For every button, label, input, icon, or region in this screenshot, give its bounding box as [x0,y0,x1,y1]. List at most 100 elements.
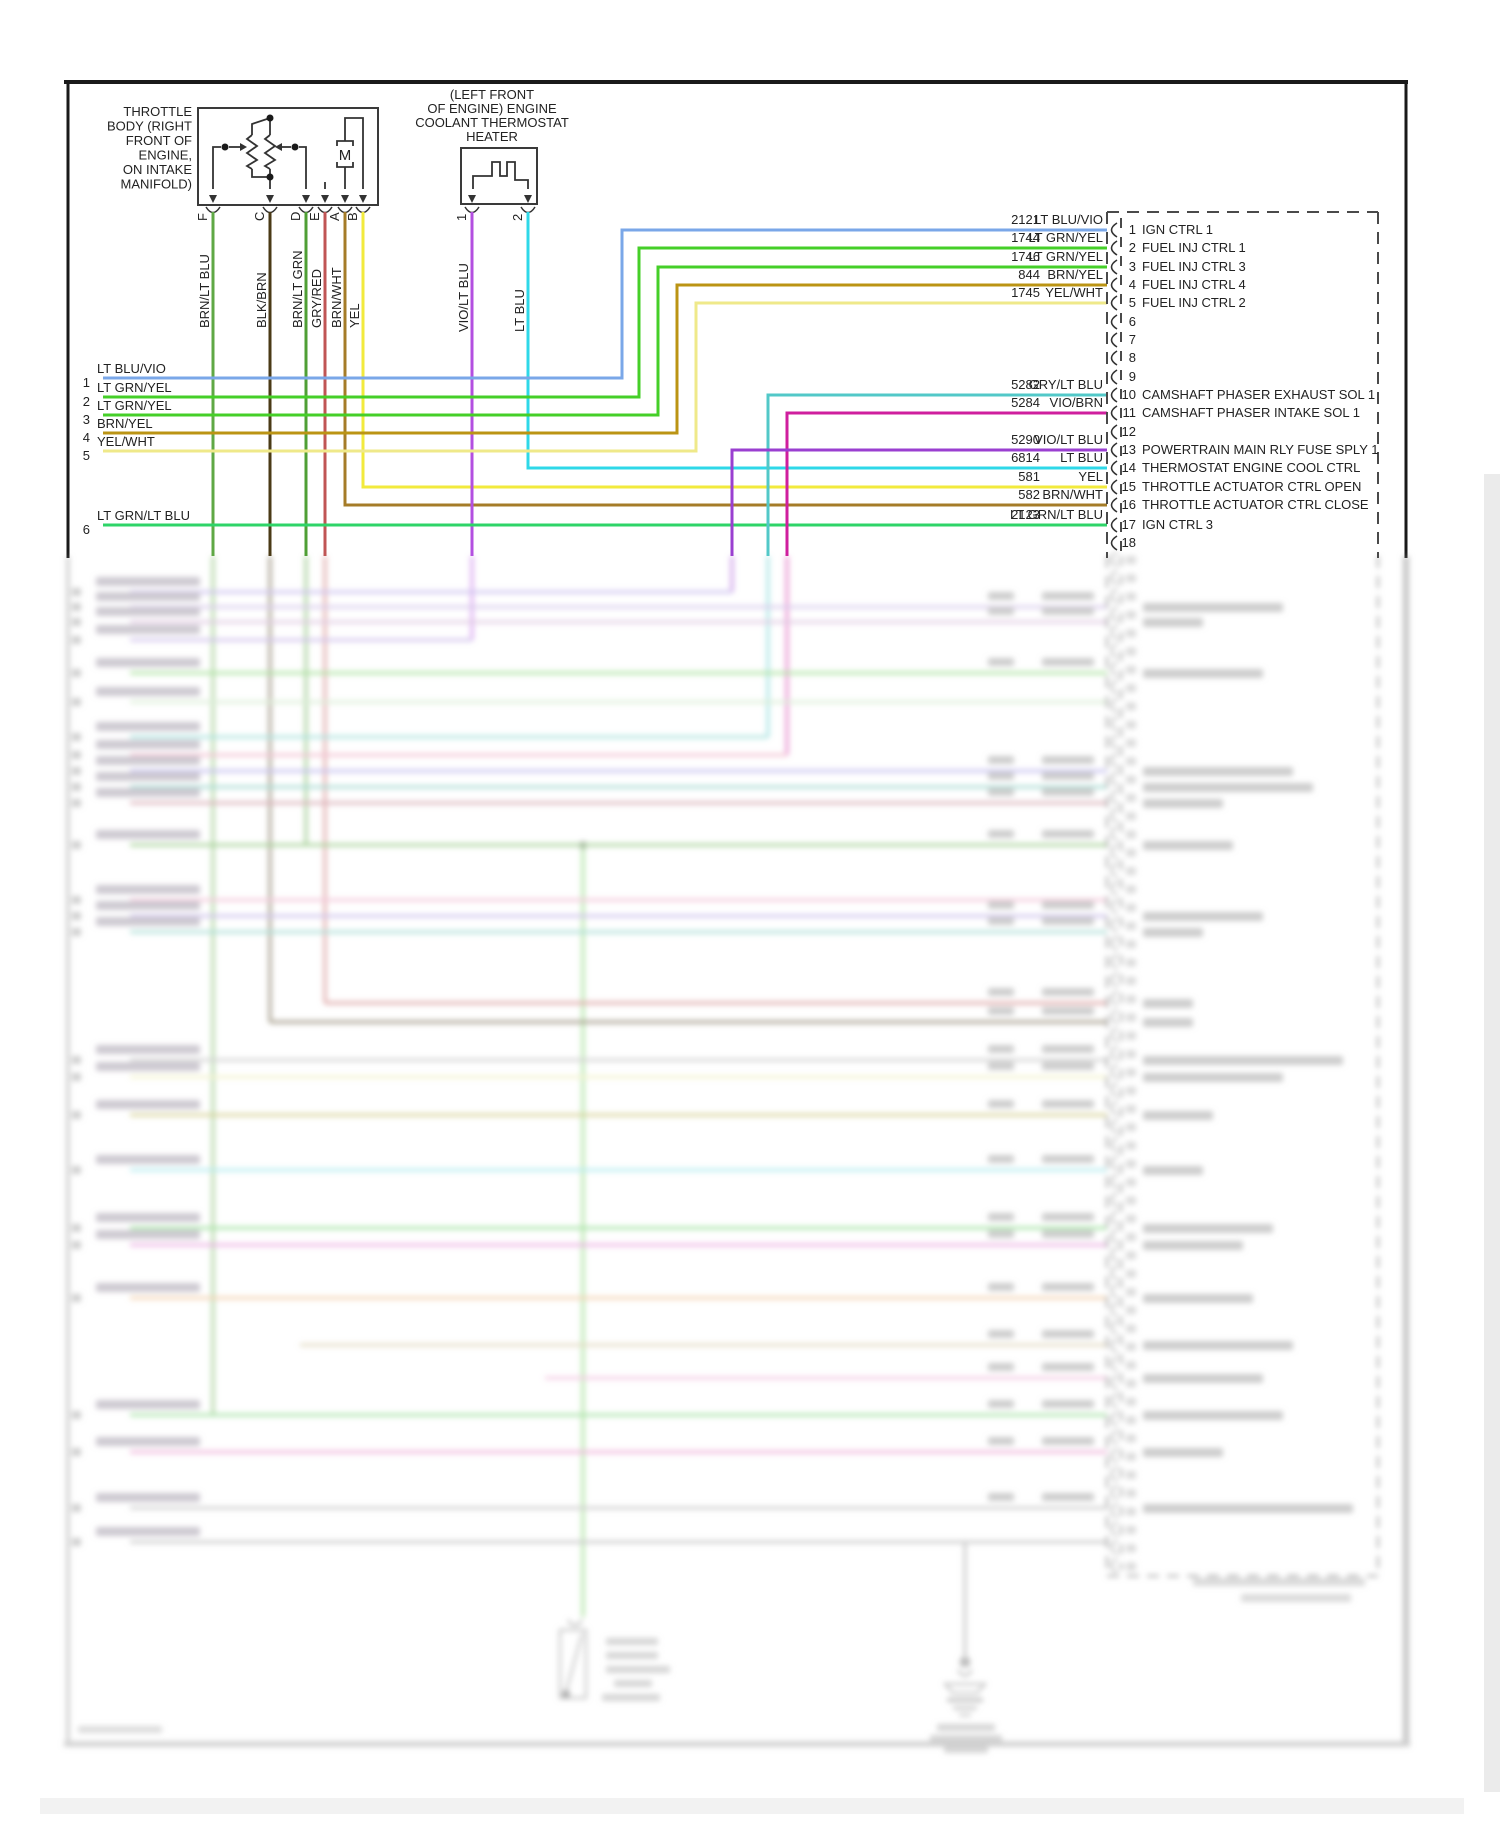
pin-arc [1110,295,1118,311]
pcm-pin-number: 13 [1122,442,1136,457]
wire-color-blob [1042,1230,1094,1238]
pin-number-blob [1126,1306,1136,1315]
wire-color-blob [1042,1062,1094,1070]
heater-element-icon [472,161,529,189]
scrollbar-track[interactable] [1484,474,1500,1792]
circuit-label: CAMSHAFT PHASER INTAKE SOL 1 [1142,405,1360,420]
circuit-label-blob [1143,603,1283,612]
wire-color-blob [1042,1493,1094,1501]
pin-arc-blurred [1110,1557,1118,1574]
pin-number-blob [72,588,81,596]
pin-number-blob [1126,574,1136,583]
motor-bracket [336,140,354,146]
wire-label-blob [96,1062,200,1071]
pin-number-blob [1126,830,1136,839]
pin-arc-blurred [1110,1265,1118,1281]
wire-label-blob [96,756,200,765]
blurred-text-blob [606,1638,658,1645]
pin-arc-blurred [1110,1100,1118,1116]
pin-number-blob [1126,1105,1136,1113]
pin-number: 1 [454,214,469,221]
wire-label-blob [96,1045,200,1054]
pin-number-blob [1126,1434,1136,1443]
pin-arc-blurred [1110,1374,1118,1391]
pin-number-blob [1126,922,1136,930]
pin-arc [1110,387,1118,403]
wire-color-label: VIO/LT BLU [456,263,471,332]
throttle-body-label: ON INTAKE [123,162,192,177]
pin-number-blob [1126,1086,1136,1095]
wire-color-label: BRN/LT GRN [290,250,305,328]
wire-number-blob [988,1330,1014,1338]
wire-color-blob [1042,901,1094,909]
circuit-label-blob [1143,1448,1223,1457]
wire-label-blob [96,1100,200,1109]
wire-number-blob [988,1400,1014,1408]
circuit-label-blob [1143,1056,1343,1065]
circuit-label-blob [1143,1018,1193,1027]
wire-label-blob [96,917,200,926]
component-symbol-blurred [565,1633,583,1693]
pin-arc-blurred [1110,661,1118,677]
pin-arc-blurred [1110,1393,1118,1409]
wire-label-blob [96,901,200,910]
pcm-pin-number: 6 [1129,314,1136,329]
pin-number-blob [72,799,81,807]
wire-label-blob [96,885,200,894]
wire-color-blob [1042,1363,1094,1371]
wire-color-blob [1042,1400,1094,1408]
junction-dot [291,143,299,151]
pin-arc [1110,314,1118,330]
pin-arc-blurred [1110,551,1118,567]
pin-number-blob [1126,1178,1136,1187]
pin-number-blob [72,1538,81,1546]
pin-arc-blurred [1110,1136,1118,1153]
pin-number-blob [1126,1050,1136,1059]
pin-arc-blurred [1110,734,1118,750]
wire-color: LT GRN/LT BLU [1010,507,1103,522]
wire-number: 5290 [1011,432,1040,447]
wire-number: 6814 [1011,450,1040,465]
heater-box [460,147,538,205]
pin-number-blob [1126,995,1136,1004]
pin-bump [567,1619,583,1627]
circuit-label-blob [1143,1341,1293,1350]
pin-arc-blurred [1110,642,1118,659]
circuit-label-blob [1143,1073,1283,1082]
wire [103,228,1107,380]
pin-number-blob [1126,684,1136,693]
pin-arc-blurred [1110,1319,1118,1336]
resistor-icon [263,134,277,170]
circuit-label: FUEL INJ CTRL 2 [1142,295,1246,310]
blurred-text-blob [614,1680,652,1687]
wire-color: LT GRN/YEL [1028,249,1103,264]
pin-arc-blurred [1110,1466,1118,1482]
wire-color: VIO/LT BLU [1034,432,1103,447]
pin-bump [317,206,333,214]
pin-number-blob [72,1504,81,1512]
wire-label-blob [96,658,200,667]
circuit-label-blob [1143,841,1233,850]
pin-number-blob [1126,629,1136,638]
wire-color: YEL [1078,469,1103,484]
heater-label: OF ENGINE) ENGINE [427,101,557,116]
pin-number-blob [1126,940,1136,949]
pin-number-blob [1126,592,1136,601]
pcm-pin-number: 8 [1129,350,1136,365]
stub-pin-number: 4 [83,430,90,445]
heater-label: HEATER [466,129,518,144]
pcm-pin-number: 11 [1123,405,1137,420]
wire-color-blob [1042,772,1094,780]
pin-number-blob [1126,1159,1136,1168]
wire-label-blob [96,830,200,839]
wire-color-blob [1042,1155,1094,1163]
circuit-line [299,146,307,189]
pin-number-blob [1126,1416,1136,1425]
blurred-text-blob [930,1735,1002,1742]
wire-label-blob [96,788,200,797]
wire-number-blob [988,917,1014,925]
pin-arc-blurred [1110,1027,1118,1043]
wire-number-blob [988,988,1014,996]
pin-arc [1110,460,1118,476]
